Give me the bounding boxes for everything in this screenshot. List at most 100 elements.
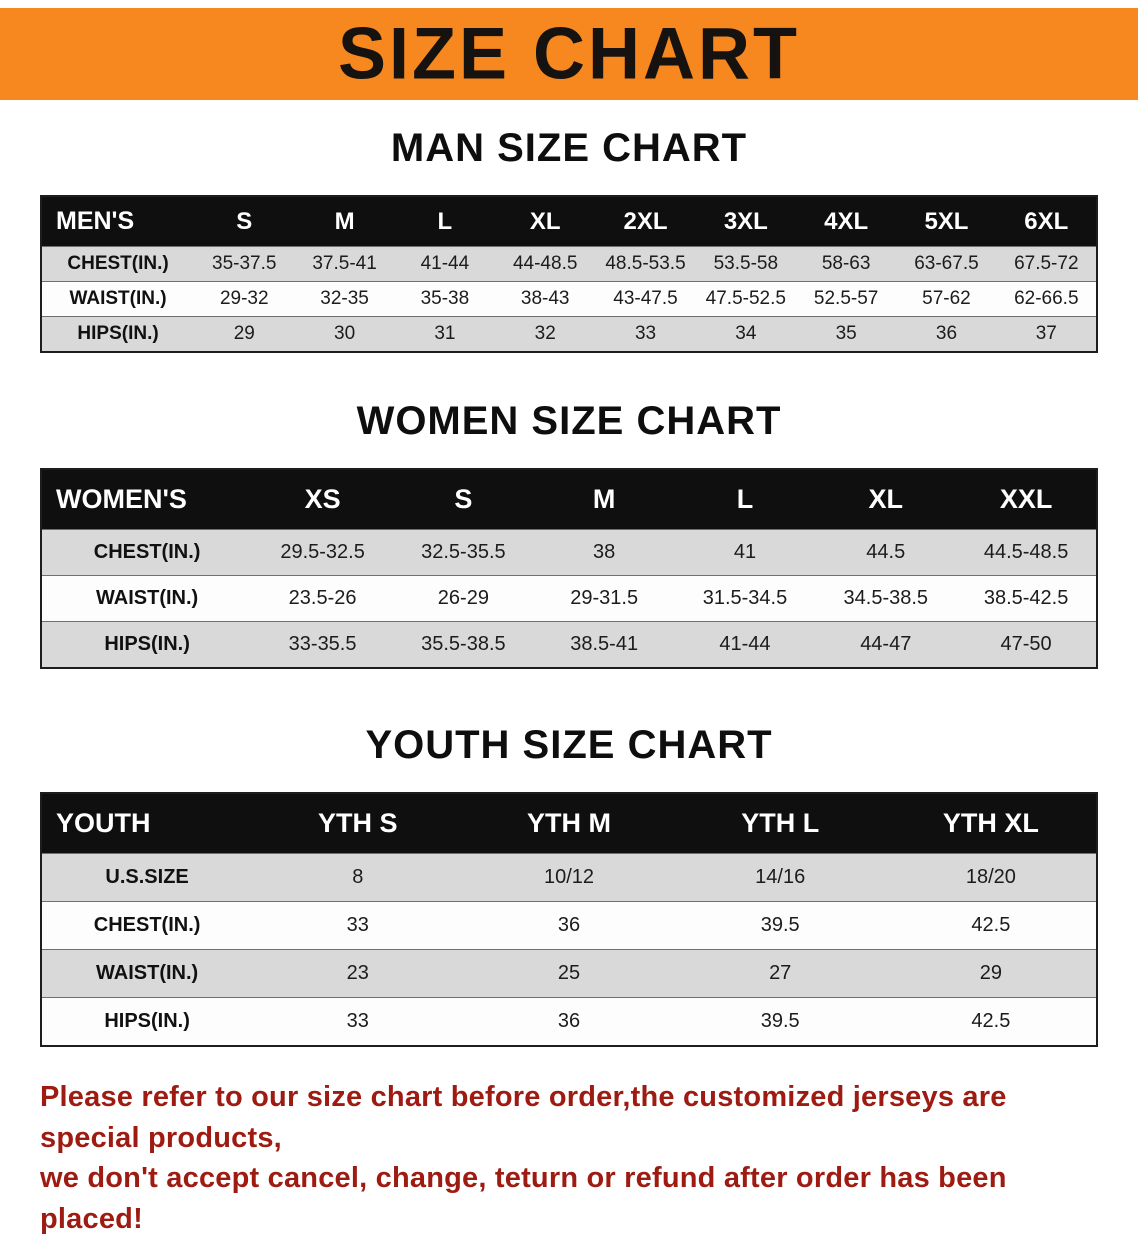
value-cell: 44-47 (815, 621, 957, 668)
row-label-cell: HIPS(IN.) (41, 316, 195, 352)
size-header-cell: 5XL (924, 207, 969, 235)
table-row: WAIST(IN.) 23 25 27 29 (41, 949, 1097, 998)
disclaimer-text: Please refer to our size chart before or… (40, 1077, 1110, 1239)
women-size-table: WOMEN'S XS S M L XL XXL CHEST(IN.) 29.5-32.5 32.5… (40, 468, 1098, 669)
size-header-cell: XS (304, 484, 341, 514)
table-row: CHEST(IN.) 33 36 39.5 42.5 (41, 901, 1097, 950)
value-cell: 41-44 (674, 621, 816, 668)
value-cell: 29 (194, 316, 295, 352)
size-header-cell: L (437, 207, 453, 235)
value-cell: 29-31.5 (533, 575, 675, 622)
size-header-cell: 2XL (623, 207, 668, 235)
size-header-cell: XL (868, 484, 904, 514)
value-cell: 44.5-48.5 (956, 529, 1097, 576)
value-cell: 29 (885, 949, 1097, 998)
value-cell: 35 (795, 316, 897, 352)
table-row: WAIST(IN.) 23.5-26 26-29 29-31.5 31.5-34.5 34… (41, 575, 1097, 622)
banner: SIZE CHART (0, 8, 1138, 100)
size-header-cell: L (736, 484, 754, 514)
row-label-cell: CHEST(IN.) (41, 901, 253, 950)
value-cell: 41 (674, 529, 816, 576)
value-cell: 63-67.5 (896, 246, 997, 282)
table-row: WAIST(IN.) 29-32 32-35 35-38 38-43 43-47.5 47.… (41, 281, 1097, 317)
size-header-cell: 3XL (723, 207, 768, 235)
table-title-cell: WOMEN'S (56, 484, 187, 514)
value-cell: 31 (394, 316, 496, 352)
women-section-heading: WOMEN SIZE CHART (356, 399, 782, 443)
value-cell: 23 (252, 949, 464, 998)
value-cell: 37.5-41 (294, 246, 395, 282)
youth-size-table: YOUTH YTH S YTH M YTH L YTH XL U.S.SIZE 8 10/12… (40, 792, 1098, 1047)
value-cell: 38-43 (495, 281, 596, 317)
value-cell: 31.5-34.5 (674, 575, 816, 622)
value-cell: 34 (695, 316, 796, 352)
value-cell: 26-29 (392, 575, 534, 622)
size-header-cell: 6XL (1024, 207, 1069, 235)
value-cell: 36 (463, 997, 675, 1046)
page-title: SIZE CHART (338, 13, 800, 95)
value-cell: 35-37.5 (194, 246, 295, 282)
value-cell: 33 (252, 997, 464, 1046)
table-header-row: YOUTH YTH S YTH M YTH L YTH XL (41, 793, 1097, 854)
value-cell: 30 (294, 316, 395, 352)
value-cell: 62-66.5 (996, 281, 1097, 317)
value-cell: 67.5-72 (996, 246, 1097, 282)
value-cell: 27 (674, 949, 886, 998)
size-header-cell: YTH S (318, 808, 398, 838)
row-label-cell: CHEST(IN.) (41, 246, 195, 282)
size-header-cell: YTH XL (942, 808, 1039, 838)
value-cell: 47-50 (956, 621, 1097, 668)
table-title-cell: MEN'S (56, 207, 135, 235)
size-header-cell: S (454, 484, 473, 514)
value-cell: 42.5 (885, 901, 1097, 950)
table-row: CHEST(IN.) 29.5-32.5 32.5-35.5 38 41 44.5 44.5… (41, 529, 1097, 576)
man-section-heading: MAN SIZE CHART (390, 126, 748, 170)
row-label-cell: WAIST(IN.) (41, 575, 253, 622)
table-header-row: MEN'S S M L XL 2XL 3XL 4XL 5XL 6XL (41, 196, 1097, 247)
value-cell: 57-62 (896, 281, 997, 317)
disclaimer-line-1: Please refer to our size chart before or… (40, 1081, 1007, 1154)
value-cell: 29-32 (194, 281, 295, 317)
value-cell: 25 (463, 949, 675, 998)
row-label-cell: WAIST(IN.) (41, 281, 195, 317)
value-cell: 37 (996, 316, 1097, 352)
value-cell: 39.5 (674, 997, 886, 1046)
value-cell: 53.5-58 (695, 246, 796, 282)
value-cell: 29.5-32.5 (252, 529, 393, 576)
value-cell: 35-38 (394, 281, 496, 317)
value-cell: 33-35.5 (252, 621, 393, 668)
row-label-cell: CHEST(IN.) (41, 529, 253, 576)
row-label-cell: U.S.SIZE (41, 853, 253, 902)
value-cell: 23.5-26 (252, 575, 393, 622)
men-size-table: MEN'S S M L XL 2XL 3XL 4XL 5XL 6XL CHEST(IN.) 35-37… (40, 195, 1098, 353)
size-header-cell: YTH M (526, 808, 611, 838)
value-cell: 44.5 (815, 529, 957, 576)
value-cell: 36 (896, 316, 997, 352)
value-cell: 44-48.5 (495, 246, 596, 282)
value-cell: 42.5 (885, 997, 1097, 1046)
value-cell: 52.5-57 (795, 281, 897, 317)
table-header-row: WOMEN'S XS S M L XL XXL (41, 469, 1097, 530)
value-cell: 48.5-53.5 (595, 246, 696, 282)
row-label-cell: HIPS(IN.) (41, 997, 253, 1046)
disclaimer-line-2: we don't accept cancel, change, teturn o… (40, 1162, 1007, 1235)
size-header-cell: XL (529, 207, 561, 235)
table-row: U.S.SIZE 8 10/12 14/16 18/20 (41, 853, 1097, 902)
value-cell: 33 (252, 901, 464, 950)
value-cell: 43-47.5 (595, 281, 696, 317)
value-cell: 34.5-38.5 (815, 575, 957, 622)
value-cell: 38.5-41 (533, 621, 675, 668)
size-header-cell: YTH L (741, 808, 820, 838)
value-cell: 39.5 (674, 901, 886, 950)
table-row: HIPS(IN.) 33 36 39.5 42.5 (41, 997, 1097, 1046)
value-cell: 32.5-35.5 (392, 529, 534, 576)
table-row: CHEST(IN.) 35-37.5 37.5-41 41-44 44-48.5 48.5… (41, 246, 1097, 282)
size-header-cell: 4XL (824, 207, 869, 235)
value-cell: 38.5-42.5 (956, 575, 1097, 622)
value-cell: 38 (533, 529, 675, 576)
value-cell: 18/20 (885, 853, 1097, 902)
value-cell: 8 (252, 853, 464, 902)
value-cell: 14/16 (674, 853, 886, 902)
table-title-cell: YOUTH (56, 808, 151, 838)
